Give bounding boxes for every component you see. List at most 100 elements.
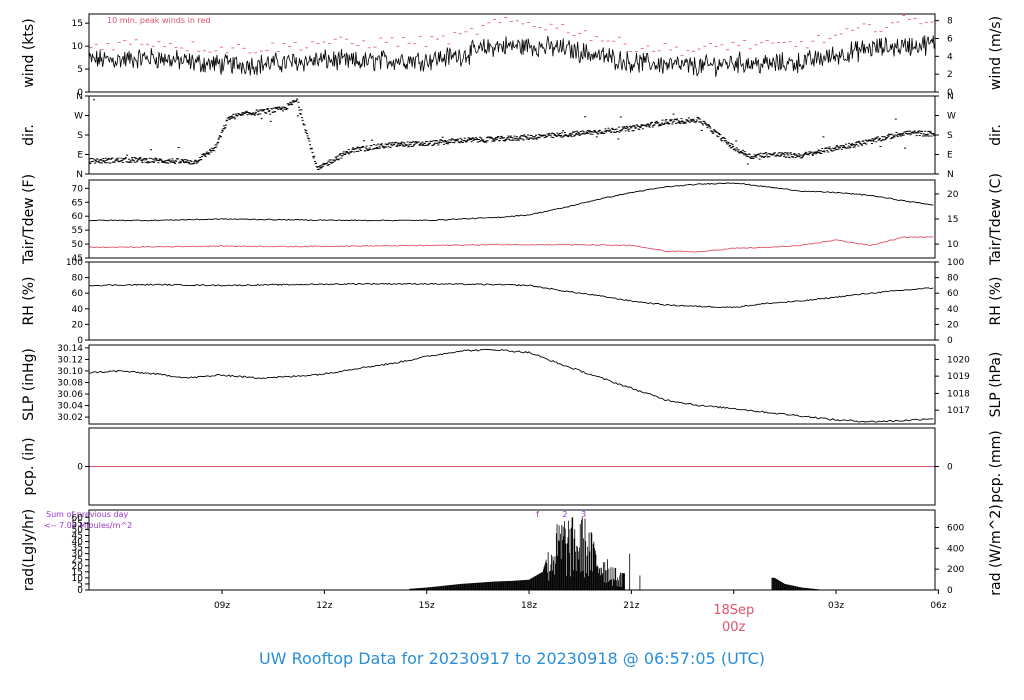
dir-left-tick: E xyxy=(77,151,83,161)
temp-left-tick: 55 xyxy=(72,226,83,236)
temp-left-tick: 60 xyxy=(72,212,84,222)
dir-left-tick: S xyxy=(77,131,83,141)
x-tick-label: 09z xyxy=(214,601,230,611)
rh-left-tick: 80 xyxy=(72,274,84,284)
wind-left-tick: 5 xyxy=(77,65,83,75)
slp-ylabel-right: SLP (hPa) xyxy=(988,352,1004,418)
pcp-right-tick: 0 xyxy=(947,463,953,473)
rad-marker: 3 xyxy=(581,510,586,519)
rad-left-tick: 30 xyxy=(72,550,84,560)
rad-note-line1: Sum of previous day xyxy=(46,510,128,519)
x-tick-label: 18z xyxy=(521,601,537,611)
rh-left-tick: 60 xyxy=(72,289,84,299)
rad-left-tick: 55 xyxy=(72,519,83,529)
rad-ylabel-left: rad(Lgly/hr) xyxy=(21,509,37,591)
rad-left-tick: 15 xyxy=(72,568,83,578)
wind-frame xyxy=(88,13,936,93)
temp-plot-area xyxy=(89,182,934,253)
panel-rad: Sum of previous day <-- 7.06 MJoules/m^2 f… xyxy=(21,504,1004,596)
dir-plot-area xyxy=(89,98,935,170)
temp-left-tick: 45 xyxy=(72,254,83,264)
rad-left-tick: 25 xyxy=(72,556,83,566)
x-date-sub: 00z xyxy=(722,620,746,635)
dir-ylabel-right: dir. xyxy=(988,124,1004,146)
dir-left-tick: N xyxy=(76,92,83,102)
rh-ylabel-right: RH (%) xyxy=(988,277,1004,326)
rad-frame xyxy=(88,509,936,591)
dir-ylabel-left: dir. xyxy=(21,124,37,146)
rh-right-tick: 0 xyxy=(947,336,953,346)
rh-plot-area xyxy=(89,282,934,309)
dir-right-tick: S xyxy=(947,131,953,141)
rh-line xyxy=(89,282,934,309)
x-date-label: 18Sep xyxy=(713,603,754,618)
wind-left-tick: 0 xyxy=(77,88,83,98)
slp-left-tick: 30.08 xyxy=(57,378,83,388)
wind-ylabel-left: wind (kts) xyxy=(21,18,37,87)
rh-left-tick: 100 xyxy=(66,258,83,268)
slp-left-tick: 30.14 xyxy=(57,344,83,354)
rad-right-tick: 400 xyxy=(947,544,964,554)
wind-right-tick: 6 xyxy=(947,34,953,44)
rh-right-tick: 80 xyxy=(947,274,959,284)
rh-frame xyxy=(88,261,936,341)
x-tick-label: 06z xyxy=(930,601,946,611)
slp-right-tick: 1017 xyxy=(947,406,970,416)
pcp-ylabel-right: pcp. (mm) xyxy=(988,430,1004,503)
rad-left-tick: 0 xyxy=(77,586,83,596)
slp-left-tick: 30.12 xyxy=(57,355,83,365)
dir-left-tick: N xyxy=(76,170,83,180)
temp-left-tick: 65 xyxy=(72,198,83,208)
x-tick-label: 15z xyxy=(419,601,435,611)
x-tick-label: 03z xyxy=(828,601,844,611)
figure-title: UW Rooftop Data for 20230917 to 20230918… xyxy=(259,649,765,668)
rh-right-tick: 60 xyxy=(947,289,959,299)
dir-right-tick: W xyxy=(947,112,956,122)
rad-right-tick: 0 xyxy=(947,586,953,596)
wind-ylabel-right: wind (m/s) xyxy=(988,16,1004,90)
rad-left-tick: 5 xyxy=(77,580,83,590)
wind-left-tick: 10 xyxy=(72,42,84,52)
x-axis: 09z 12z 15z 18z 21z 03z 06z 18Sep 00z xyxy=(214,590,947,635)
rad-left-tick: 40 xyxy=(72,538,84,548)
wind-right-tick: 0 xyxy=(947,88,953,98)
rh-right-tick: 40 xyxy=(947,305,959,315)
slp-left-tick: 30.02 xyxy=(57,413,83,423)
wind-annotation: 10 min. peak winds in red xyxy=(107,16,211,25)
rad-left-tick: 20 xyxy=(72,562,84,572)
panels: 10 min. peak winds in red05101502468wind… xyxy=(21,13,1004,596)
rad-left-tick: 60 xyxy=(72,513,84,523)
rad-left-tick: 50 xyxy=(72,525,84,535)
slp-right-tick: 1019 xyxy=(947,372,970,382)
panel-temp: 45 50 55 60 65 70 10 15 20 Tair/Tdew (F) Tair/Tdew… xyxy=(21,173,1004,266)
rad-ylabel-right: rad (W/m^2) xyxy=(988,504,1004,595)
slp-left-tick: 30.06 xyxy=(57,390,83,400)
rh-left-tick: 0 xyxy=(77,336,83,346)
slp-line xyxy=(89,348,934,423)
rh-right-tick: 20 xyxy=(947,320,959,330)
dir-right-tick: N xyxy=(947,92,954,102)
rh-right-tick: 100 xyxy=(947,258,964,268)
pcp-ylabel-left: pcp. (in) xyxy=(21,437,37,495)
wind-right-tick: 4 xyxy=(947,52,953,62)
panel-pcp: 0 0 pcp. (in) pcp. (mm) xyxy=(21,427,1004,506)
slp-right-tick: 1020 xyxy=(947,355,970,365)
x-tick-label: 12z xyxy=(316,601,332,611)
temp-left-tick: 70 xyxy=(72,184,84,194)
wind-mean-line xyxy=(89,35,935,77)
temp-right-tick: 10 xyxy=(947,240,959,250)
rad-left-tick: 10 xyxy=(72,574,84,584)
rh-left-tick: 40 xyxy=(72,305,84,315)
slp-ylabel-left: SLP (inHg) xyxy=(21,348,37,421)
wind-left-tick: 15 xyxy=(72,19,83,29)
rad-right-tick: 600 xyxy=(947,523,964,533)
slp-left-tick: 30.04 xyxy=(57,402,83,412)
temp-left-tick: 50 xyxy=(72,240,84,250)
temp-ylabel-left: Tair/Tdew (F) xyxy=(21,174,37,265)
panel-rh: 0 20 40 60 80 100 0 20 40 60 80 100 RH (%) RH (%) xyxy=(21,258,1004,346)
temp-right-tick: 15 xyxy=(947,215,958,225)
rad-marker: f xyxy=(536,510,539,519)
